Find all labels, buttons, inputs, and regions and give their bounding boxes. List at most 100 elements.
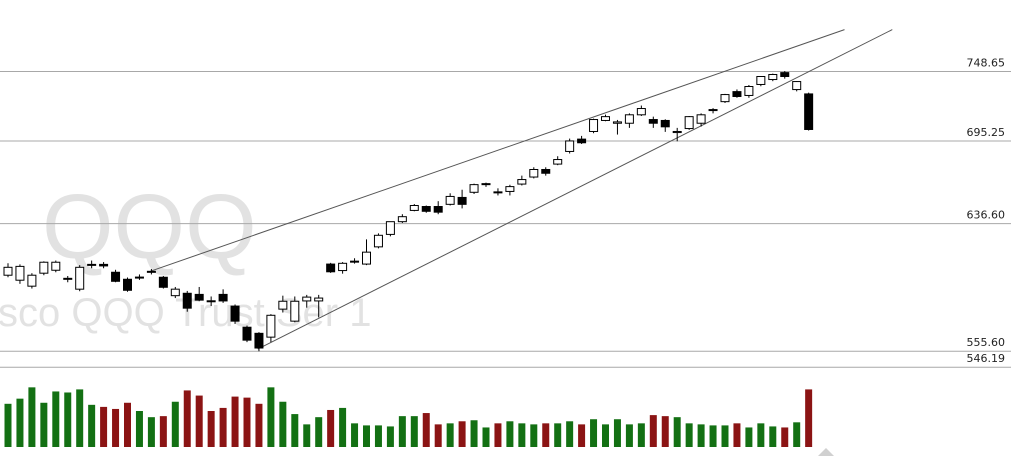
volume-bar — [207, 411, 215, 447]
volume-bar — [793, 422, 801, 447]
volume-bar — [135, 411, 143, 447]
volume-bar — [446, 423, 454, 447]
watermark: QQQ — [42, 176, 257, 278]
volume-bar — [171, 401, 179, 447]
candle-body — [39, 261, 49, 274]
volume-bar — [100, 406, 108, 447]
volume-bar — [303, 424, 311, 447]
volume-bar — [52, 391, 60, 447]
y-tick-label: 748.65 — [967, 57, 1006, 70]
candle-body — [445, 195, 455, 205]
volume-bar — [566, 421, 574, 447]
candle-body — [218, 293, 228, 302]
volume-bar — [255, 403, 263, 447]
candle-body — [290, 300, 300, 322]
volume-bar — [28, 387, 36, 447]
candle-body — [517, 179, 527, 185]
candle-body — [123, 278, 132, 291]
volume-bar — [315, 417, 323, 447]
candle-body — [314, 297, 324, 302]
volume-bar — [351, 423, 359, 447]
volume-bar — [745, 427, 753, 447]
candle-body — [648, 119, 658, 124]
volume-bar — [4, 403, 12, 447]
volume-bar — [386, 426, 394, 447]
volume-bar — [339, 407, 347, 447]
candle-body — [756, 76, 766, 85]
candle-body — [111, 271, 121, 282]
candle-body — [242, 326, 252, 341]
y-tick-label: 695.25 — [967, 126, 1006, 139]
volume-bar — [494, 423, 502, 447]
candle-body — [87, 263, 97, 266]
candle-body — [362, 251, 371, 265]
volume-bar — [637, 423, 645, 447]
volume-bar — [685, 423, 693, 447]
candle-body — [99, 263, 109, 267]
volume-bar — [291, 414, 299, 447]
volume-bar — [530, 424, 538, 447]
candle-body — [804, 93, 814, 130]
candle-body — [134, 276, 144, 279]
trendline — [150, 29, 845, 272]
candle-body — [146, 270, 156, 273]
candle-body — [636, 108, 646, 116]
volume-bar — [434, 424, 442, 447]
candle-body — [230, 305, 240, 322]
y-tick-label: 546.19 — [967, 352, 1006, 365]
candle-body — [624, 114, 634, 124]
volume-bar — [769, 426, 777, 447]
volume-bar — [518, 423, 526, 447]
candle-body — [63, 277, 73, 280]
candle-body — [385, 221, 395, 235]
candle-body — [326, 263, 336, 273]
candle-body — [457, 196, 467, 205]
candle-body — [433, 206, 443, 213]
candle-body — [577, 138, 587, 144]
volume-bar — [673, 417, 681, 447]
volume-bar — [231, 396, 239, 447]
volume-bar — [219, 407, 227, 447]
candle-body — [158, 276, 168, 288]
volume-bar — [40, 402, 48, 447]
candle-body — [612, 121, 622, 124]
volume-bar — [124, 402, 131, 447]
candle-body — [182, 292, 192, 309]
volume-bar — [147, 417, 155, 447]
candle-body — [254, 332, 264, 349]
volume-bar — [422, 413, 430, 447]
candle-body — [373, 234, 383, 248]
candle-body — [780, 72, 790, 78]
candle-body — [278, 300, 288, 310]
volume-bar — [733, 423, 741, 447]
volume-bar — [398, 416, 406, 447]
trendline — [257, 29, 893, 350]
y-tick-label: 636.60 — [967, 209, 1006, 222]
candle-body — [768, 73, 778, 81]
volume-bar — [327, 409, 335, 447]
volume-bar — [64, 392, 72, 447]
candle-body — [660, 119, 670, 128]
candle-body — [744, 86, 754, 96]
candle-body — [27, 274, 37, 287]
candle-body — [732, 91, 742, 97]
candle-body — [589, 119, 599, 132]
candle-body — [206, 300, 216, 303]
volume-bar — [374, 425, 382, 447]
volume-bar — [697, 424, 705, 447]
candle-body — [469, 184, 479, 193]
candle-body — [3, 266, 13, 276]
volume-bar — [195, 395, 203, 447]
candle-body — [708, 109, 718, 112]
volume-bar — [506, 421, 514, 447]
volume-bar — [602, 424, 609, 447]
volume-bar — [458, 421, 466, 447]
volume-bar — [613, 419, 621, 447]
candle-body — [51, 261, 61, 271]
volume-bar — [542, 423, 550, 447]
candle-body — [338, 262, 348, 272]
volume-bar — [279, 401, 287, 447]
candle-body — [194, 293, 204, 301]
volume-bar — [757, 423, 765, 447]
